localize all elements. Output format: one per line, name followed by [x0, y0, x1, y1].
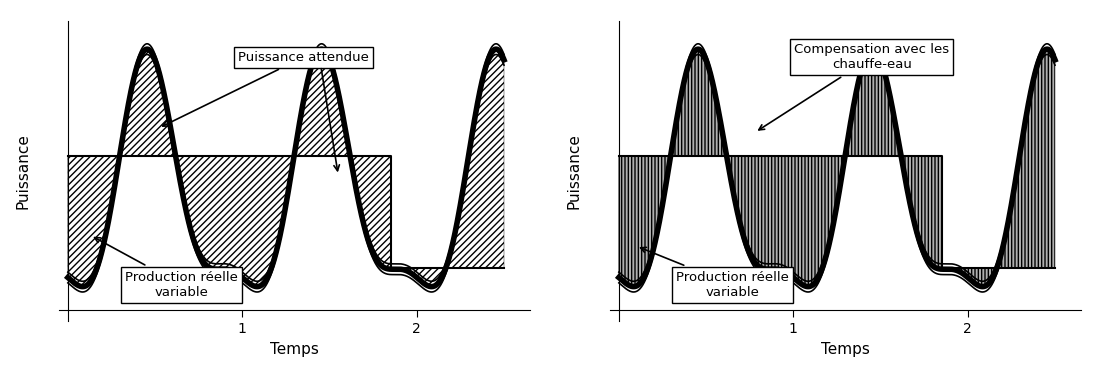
Y-axis label: Puissance: Puissance — [566, 133, 582, 209]
Text: Production réelle
variable: Production réelle variable — [640, 247, 789, 299]
Text: Compensation avec les
chauffe-eau: Compensation avec les chauffe-eau — [759, 43, 950, 130]
Text: Production réelle
variable: Production réelle variable — [95, 238, 238, 299]
X-axis label: Temps: Temps — [270, 342, 320, 357]
Text: Puissance attendue: Puissance attendue — [163, 51, 369, 126]
X-axis label: Temps: Temps — [821, 342, 871, 357]
Y-axis label: Puissance: Puissance — [15, 133, 31, 209]
